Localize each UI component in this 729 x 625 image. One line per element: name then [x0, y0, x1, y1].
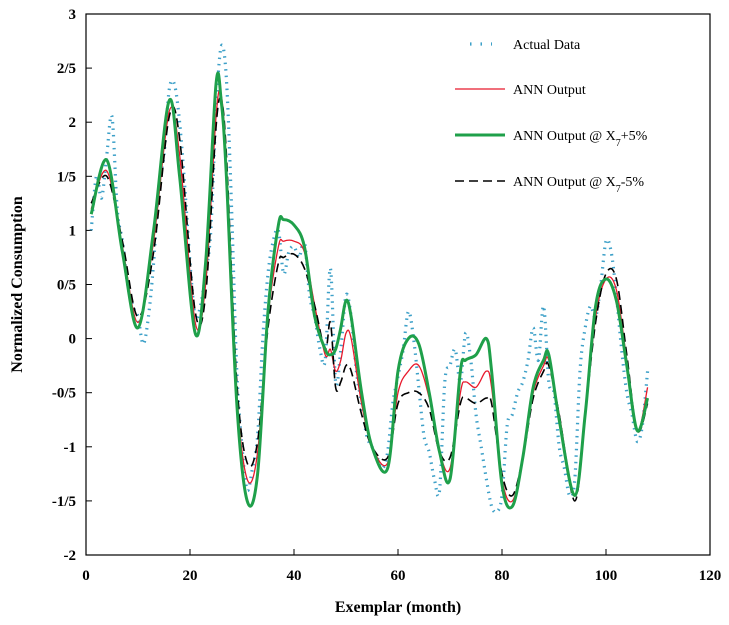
plot-frame [85, 13, 711, 556]
legend-label-ann_plus: ANN Output @ X7+5% [513, 129, 648, 149]
legend: Actual Data ANN Output ANN Output @ X7+5% A… [455, 38, 648, 195]
y-tick-label: -2 [64, 548, 77, 564]
actual-data-series [89, 43, 650, 514]
legend-label-actual: Actual Data [513, 38, 581, 53]
x-axis-title: Exemplar (month) [335, 599, 461, 616]
x-tick-label: 0 [82, 568, 90, 584]
y-tick-label: 0/5 [57, 278, 76, 294]
x-tick-label: 120 [699, 568, 722, 584]
y-tick-label: -1 [64, 440, 77, 456]
y-tick-label: 2/5 [57, 61, 76, 77]
legend-label-ann: ANN Output [513, 83, 586, 98]
x-tick-label: 40 [287, 568, 302, 584]
series-layer [89, 43, 650, 514]
y-tick-label: -0/5 [52, 386, 76, 402]
legend-label-ann_minus: ANN Output @ X7-5% [513, 175, 644, 195]
y-tick-label: -1/5 [52, 494, 76, 510]
y-tick-label: 1/5 [57, 169, 76, 185]
ann-output-series [90, 89, 649, 503]
ann-output-plus5-series [89, 71, 650, 510]
x-tick-label: 60 [391, 568, 406, 584]
y-tick-label: 3 [69, 7, 77, 23]
y-tick-label: 2 [69, 115, 77, 131]
y-axis-title: Normalized Consumption [9, 196, 26, 373]
x-tick-label: 100 [595, 568, 618, 584]
x-tick-label: 80 [495, 568, 510, 584]
y-tick-label: 0 [69, 332, 77, 348]
x-tick-label: 20 [183, 568, 198, 584]
ann-output-minus5-series [90, 97, 649, 502]
y-tick-label: 1 [69, 223, 77, 239]
axes-layer: 0 20 40 60 80 100 120 -2 -1/5 -1 -0/5 0 0/5 1 1/5 2 2/5 3 [52, 7, 721, 584]
